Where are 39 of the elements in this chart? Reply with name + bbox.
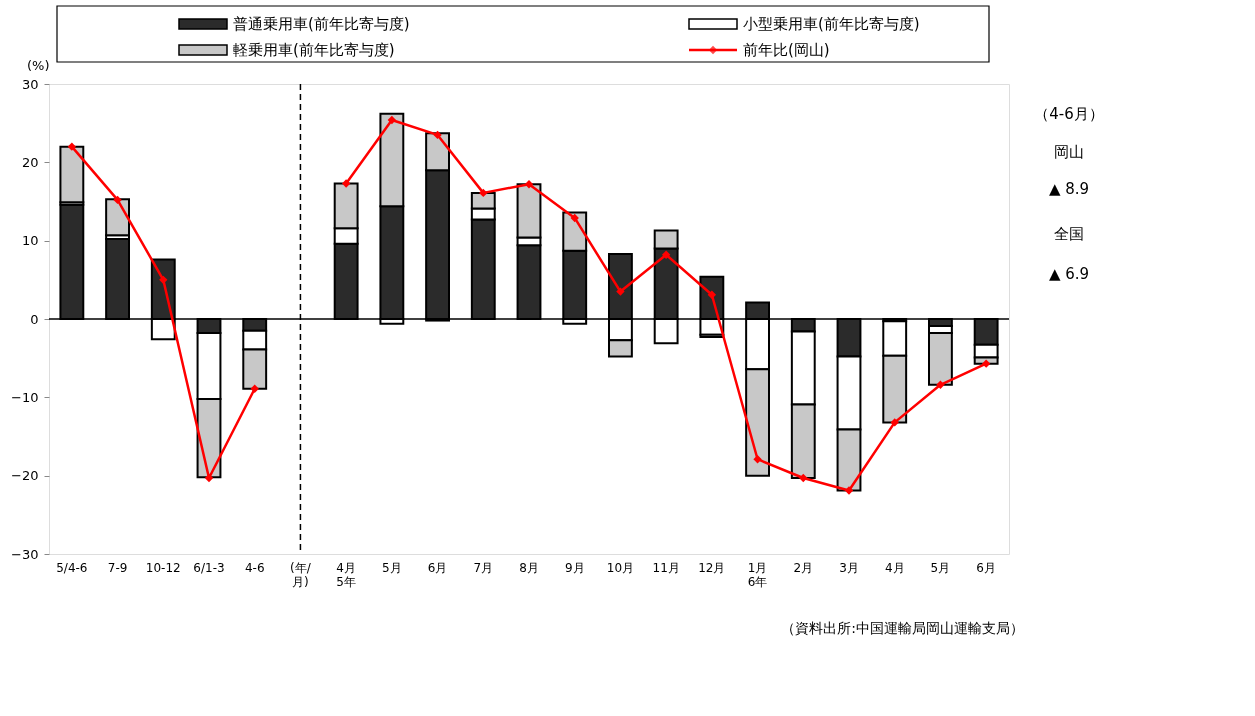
y-tick-label: 30 xyxy=(21,76,39,92)
x-tick-label: 8月 xyxy=(519,560,539,575)
legend-label: 前年比(岡山) xyxy=(743,41,830,59)
x-tick-label: 5/4-6 xyxy=(56,560,88,575)
y-tick-label: 0 xyxy=(30,311,39,327)
legend-label: 普通乗用車(前年比寄与度) xyxy=(233,15,410,33)
text: 岡山 xyxy=(1054,143,1084,161)
y-tick-label: −30 xyxy=(11,546,39,562)
y-axis-title: (%) xyxy=(27,57,50,73)
x-tick-label: 2月 xyxy=(793,560,814,575)
x-tick-label: 12月 xyxy=(698,560,726,575)
x-tick-label: 5月 xyxy=(382,560,402,575)
x-tick-label: 1月 6年 xyxy=(747,560,768,589)
text: ▲ 6.9 xyxy=(1048,265,1090,283)
x-tick-label: 6/1-3 xyxy=(193,560,225,575)
x-tick-label: 6月 xyxy=(427,560,448,575)
legend-label: 軽乗用車(前年比寄与度) xyxy=(233,41,395,59)
text: （4-6月） xyxy=(1034,105,1104,123)
y-tick-label: 20 xyxy=(21,154,39,170)
x-tick-label: 11月 xyxy=(652,560,680,575)
x-tick-label: 10-12 xyxy=(145,560,181,575)
text: ▲ 8.9 xyxy=(1048,180,1090,198)
x-tick-label: 4月 5年 xyxy=(336,560,356,589)
x-tick-label: (年/ 月) xyxy=(290,560,312,589)
y-tick-label: −20 xyxy=(11,468,39,484)
x-tick-label: 10月 xyxy=(606,560,635,575)
text: （資料出所:中国運輸局岡山運輸支局） xyxy=(781,620,1024,636)
x-tick-label: 4月 xyxy=(884,560,905,575)
x-tick-label: 3月 xyxy=(839,560,859,575)
text: 全国 xyxy=(1054,225,1084,243)
x-tick-label: 4-6 xyxy=(244,560,265,575)
y-tick-label: −10 xyxy=(11,389,39,405)
legend-label: 小型乗用車(前年比寄与度) xyxy=(743,15,920,33)
x-tick-label: 6月 xyxy=(976,560,996,575)
x-tick-label: 7-9 xyxy=(107,560,128,575)
x-tick-label: 5月 xyxy=(930,560,951,575)
x-tick-label: 9月 xyxy=(564,560,585,575)
y-tick-label: 10 xyxy=(21,233,39,249)
x-tick-label: 7月 xyxy=(473,560,494,575)
